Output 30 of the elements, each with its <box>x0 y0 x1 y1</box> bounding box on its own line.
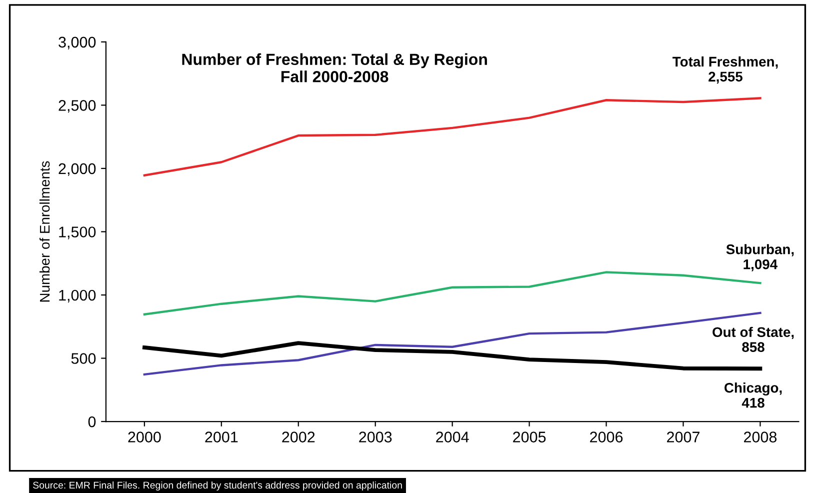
text: Number of Freshmen: Total & By Region Fall 2000-2008 <box>182 53 487 82</box>
x-tick-label: 2007 <box>667 432 700 442</box>
text: Total Freshmen, <box>672 56 778 69</box>
x-tick-label: 2003 <box>359 432 392 442</box>
y-tick-label: 3,000 <box>58 36 96 50</box>
x-tick-label: 2000 <box>128 432 161 442</box>
data-label: 858 <box>742 342 764 352</box>
x-tick-label: 2006 <box>590 432 623 442</box>
data-label: 418 <box>742 398 764 408</box>
y-axis-title: Number of Enrollments <box>39 161 50 302</box>
series-label: Out of State, <box>712 326 794 340</box>
y-tick-label: 500 <box>71 353 96 364</box>
y-tick-label: 1,000 <box>59 290 96 302</box>
series-label: Chicago, <box>724 382 782 396</box>
line-series <box>142 341 762 371</box>
x-tick-label: 2005 <box>513 432 546 442</box>
y-tick-label: 1,500 <box>59 226 96 240</box>
y-tick-label: 2,000 <box>58 163 96 176</box>
x-tick-label: 2004 <box>436 432 469 442</box>
data-label: 2,555 <box>708 72 742 84</box>
data-label: 1,094 <box>744 259 778 272</box>
line-series <box>143 271 762 316</box>
x-tick-label: 2008 <box>744 432 777 442</box>
x-tick-label: 2002 <box>282 432 315 442</box>
y-tick-label: 0 <box>88 416 96 428</box>
line-series <box>143 97 762 177</box>
source-note: Source: EMR Final Files. Region defined by student's address provided on application <box>33 481 402 491</box>
series-label: Suburban, <box>726 244 794 256</box>
x-tick-label: 2001 <box>205 432 238 442</box>
y-tick-label: 2,500 <box>58 100 96 113</box>
